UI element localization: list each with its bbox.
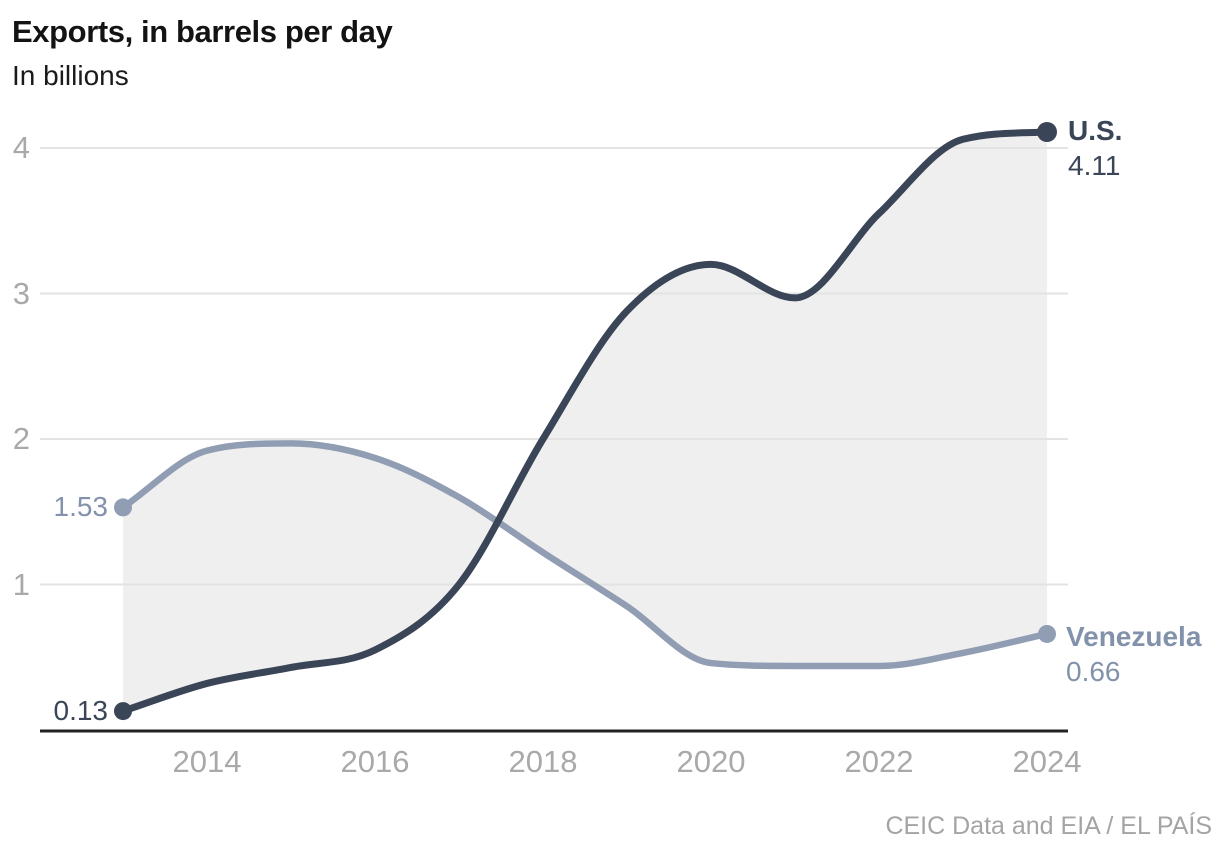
us-start-value: 0.13 [53,695,109,726]
us-end-value: 4.11 [1068,150,1121,181]
x-tick-label-2020: 2020 [676,744,746,779]
venezuela-start-value: 1.53 [53,491,109,522]
y-tick-label-4: 4 [12,130,30,165]
us-start-dot [114,702,132,721]
x-tick-label-2024: 2024 [1012,744,1082,779]
venezuela-series-label: Venezuela [1066,621,1202,652]
venezuela-start-dot [114,498,132,517]
x-tick-label-2014: 2014 [172,744,242,779]
us-line [119,128,1051,715]
x-tick-label-2018: 2018 [508,744,578,779]
page-title: Exports, in barrels per day [12,14,393,49]
venezuela-end-dot [1038,624,1056,643]
us-series-label: U.S. [1068,115,1123,146]
y-tick-label-2: 2 [12,421,30,456]
y-tick-label-1: 1 [12,566,30,602]
venezuela-line [119,440,1051,670]
source-credit: CEIC Data and EIA / EL PAÍS [885,812,1212,840]
area-between-series [123,132,1047,712]
x-tick-label-2016: 2016 [340,744,410,779]
chart-subtitle: In billions [12,60,129,91]
venezuela-end-value: 0.66 [1066,656,1121,687]
y-tick-label-3: 3 [12,275,30,311]
x-tick-label-2022: 2022 [844,744,914,779]
us-end-dot [1037,122,1057,142]
